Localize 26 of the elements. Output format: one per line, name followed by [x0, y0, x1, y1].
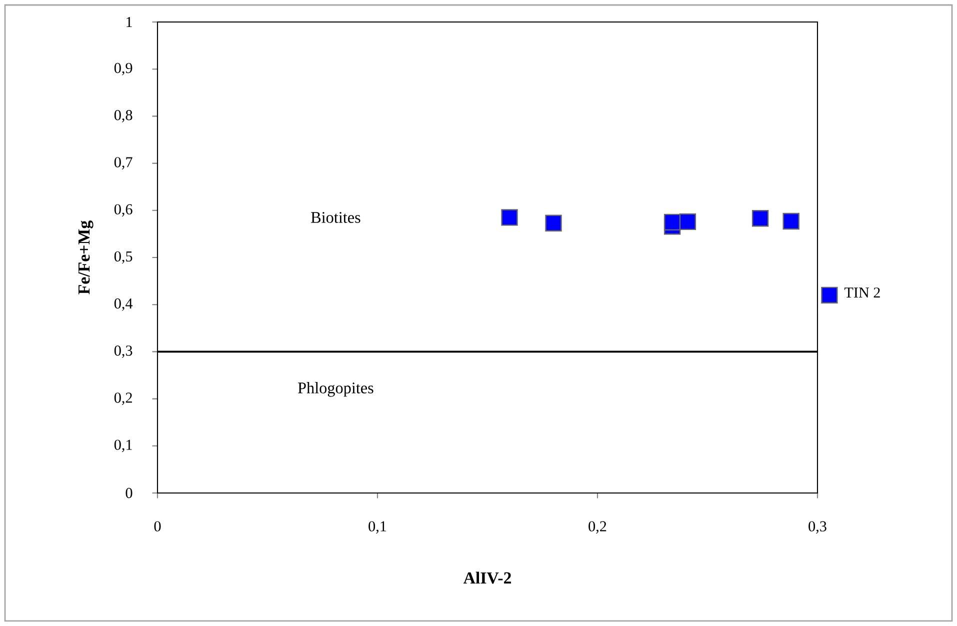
- y-tick-label: 0,9: [114, 62, 132, 76]
- legend-label: TIN 2: [844, 288, 880, 298]
- y-tick-label: 0,8: [114, 110, 132, 122]
- x-tick-label: 0: [154, 521, 161, 532]
- point: [545, 214, 562, 232]
- y-tick-label: 1: [126, 17, 132, 27]
- y-tick-label: 0,4: [114, 298, 133, 311]
- annotation: Phlogopites: [298, 382, 374, 397]
- y-tick-label: 0: [126, 488, 132, 498]
- y-tick-label: 0,1: [114, 440, 132, 452]
- point: [664, 214, 681, 231]
- x-tick-label: 0,1: [368, 521, 386, 534]
- point: [752, 210, 769, 227]
- x-tick-label: 0,2: [588, 521, 606, 534]
- point: [679, 213, 696, 230]
- annotation: Biotites: [310, 212, 360, 223]
- point: [782, 212, 800, 230]
- x-axis-title: AlIV-2: [463, 572, 511, 584]
- x-tick-label: 0,3: [808, 521, 826, 534]
- y-tick-label: 0,6: [114, 204, 132, 217]
- y-tick-label: 0,3: [114, 346, 132, 358]
- y-tick-label: 0,5: [114, 251, 132, 264]
- y-tick-label: 0,2: [114, 392, 132, 405]
- point: [501, 209, 518, 226]
- y-axis-title: Fe/Fe+Mg: [78, 220, 94, 294]
- y-tick-label: 0,7: [114, 157, 132, 170]
